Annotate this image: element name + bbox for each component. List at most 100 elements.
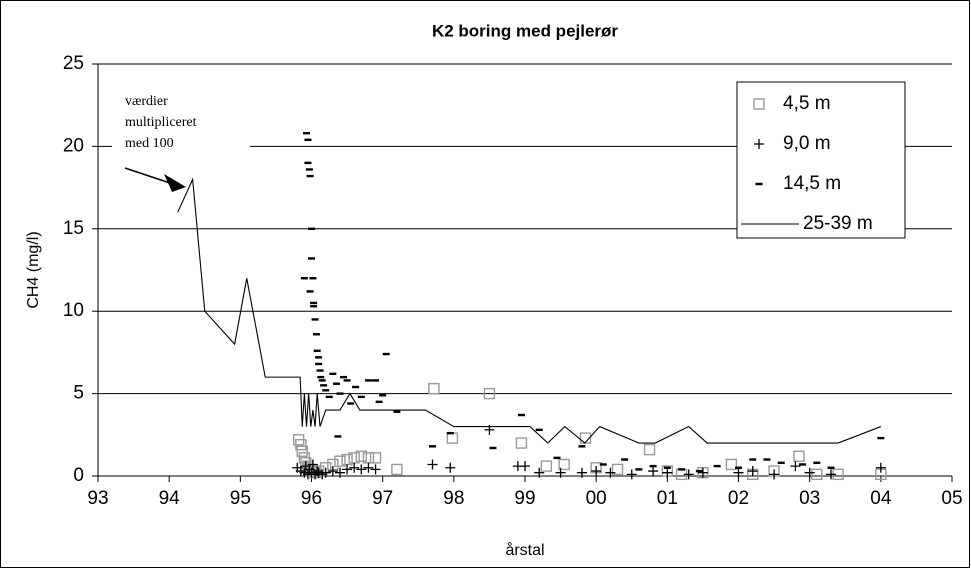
point-dash: [352, 385, 360, 389]
series: [292, 424, 886, 480]
x-tick-label: 96: [301, 488, 322, 509]
point-dash: [535, 428, 543, 432]
x-tick-label: 95: [230, 488, 251, 509]
point-dash: [635, 468, 643, 471]
point-dash: [310, 301, 318, 305]
point-dash: [306, 290, 314, 293]
point-dash: [308, 227, 315, 230]
point-dash: [364, 379, 372, 382]
y-tick-label: 5: [73, 383, 84, 404]
point-dash: [309, 277, 317, 280]
point-dash: [347, 402, 355, 405]
x-tick-label: 93: [87, 488, 108, 509]
point-dash: [763, 458, 771, 461]
y-tick-label: 15: [63, 218, 84, 239]
point-dash: [304, 138, 312, 142]
point-plus: [804, 467, 815, 478]
point-dash: [318, 379, 326, 382]
point-dash: [382, 352, 390, 356]
point-dash: [578, 445, 586, 448]
x-tick-label: 97: [372, 488, 393, 509]
point-plus: [342, 464, 353, 475]
point-plus: [591, 466, 602, 477]
point-dash: [599, 463, 607, 466]
annotation-bg: [112, 96, 250, 158]
point-square: [483, 387, 496, 400]
point-dash: [340, 375, 348, 379]
chart-title: K2 boring med pejlerør: [432, 21, 618, 40]
point-dash: [316, 369, 324, 372]
point-plus: [520, 461, 530, 472]
point-plus: [363, 462, 374, 473]
point-dash: [315, 356, 323, 359]
point-dash: [336, 392, 344, 395]
point-plus: [826, 469, 837, 480]
point-dash: [393, 410, 401, 413]
point-plus: [445, 462, 456, 473]
point-dash: [379, 394, 387, 397]
point-plus: [648, 466, 659, 477]
point-dash: [315, 362, 323, 366]
legend-item: 4,5 m: [753, 93, 831, 114]
point-plus: [370, 464, 381, 475]
point-dash: [735, 466, 742, 469]
point-plus: [334, 467, 345, 478]
point-plus: [683, 469, 694, 480]
x-axis-label: årstal: [505, 541, 544, 559]
point-dash: [357, 395, 365, 399]
y-tick-label: 20: [63, 135, 84, 156]
point-dash: [311, 318, 319, 321]
point-dash: [303, 132, 311, 135]
x-tick-label: 00: [586, 488, 607, 509]
point-dash: [777, 461, 785, 465]
point-square: [725, 458, 738, 471]
point-square: [558, 458, 570, 471]
legend-item: 25-39 m: [741, 213, 873, 234]
y-axis-label: CH4 (mg/l): [25, 231, 42, 308]
point-dash: [678, 468, 686, 471]
point-dash: [305, 168, 313, 171]
x-tick-label: 04: [870, 488, 892, 509]
point-square: [428, 382, 440, 395]
legend-label: 25-39 m: [803, 213, 873, 234]
point-dash: [313, 349, 321, 352]
point-square: [391, 463, 403, 476]
line: [177, 177, 882, 444]
legend-box: [736, 81, 906, 239]
point-plus: [626, 469, 637, 480]
point-square: [295, 438, 307, 451]
point-dash: [446, 431, 454, 435]
point-dash: [517, 413, 525, 417]
point-dash: [799, 463, 807, 466]
series: [300, 132, 885, 473]
point-plus: [327, 466, 338, 477]
annotation-arrowhead: [164, 174, 186, 192]
point-square: [515, 437, 528, 449]
point-square: [334, 455, 346, 467]
point-plus: [790, 461, 801, 472]
point-plus: [605, 467, 616, 478]
point-dash: [332, 382, 340, 385]
legend-label: 9,0 m: [783, 133, 831, 154]
legend-item: 14,5 m: [755, 173, 841, 194]
point-plus: [662, 467, 673, 478]
point-plus: [356, 464, 367, 475]
point-dash: [322, 389, 330, 392]
point-square: [369, 452, 382, 464]
annotation-arrow: [124, 167, 171, 184]
point-plus: [754, 139, 764, 149]
point-dash: [663, 466, 671, 469]
point-dash: [428, 445, 436, 448]
x-tick-label: 94: [159, 488, 181, 509]
legend-label: 4,5 m: [783, 93, 831, 114]
point-dash: [695, 469, 703, 473]
point-dash: [317, 375, 325, 379]
point-square: [753, 98, 765, 110]
point-dash: [372, 379, 380, 382]
x-tick-label: 01: [657, 488, 678, 509]
point-dash: [325, 395, 333, 399]
annotation-text: med 100: [125, 136, 174, 151]
x-tick-label: 03: [799, 488, 820, 509]
point-plus: [349, 462, 360, 473]
x-tick-label: 99: [514, 488, 535, 509]
